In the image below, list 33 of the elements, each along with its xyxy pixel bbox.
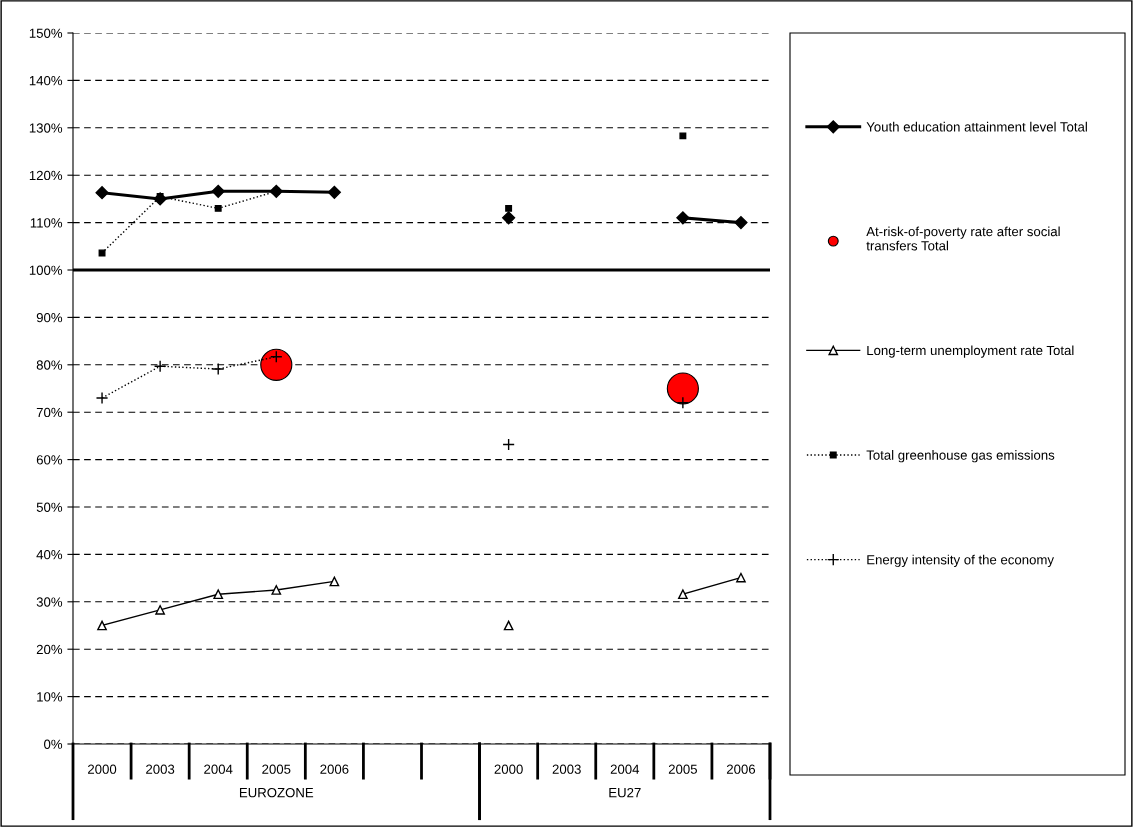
y-tick-label: 90% — [36, 312, 63, 323]
x-tick-label: 2005 — [262, 764, 291, 774]
x-tick-label: 2000 — [494, 764, 523, 774]
y-tick-label: 50% — [36, 502, 63, 512]
y-tick-label: 120% — [29, 170, 63, 181]
y-tick-label: 60% — [36, 455, 63, 465]
y-tick-label: 20% — [36, 644, 63, 655]
y-tick-label: 110% — [30, 218, 63, 228]
y-tick-label: 100% — [29, 265, 63, 275]
x-tick-label: 2005 — [668, 764, 697, 774]
y-tick-label: 150% — [29, 28, 63, 38]
y-tick-label: 140% — [29, 75, 63, 86]
y-tick-label: 70% — [36, 407, 63, 418]
y-tick-label: 10% — [37, 692, 63, 702]
text: EUROZONE — [239, 787, 314, 798]
x-tick-label: 2004 — [204, 764, 233, 774]
x-tick-label: 2006 — [726, 764, 756, 774]
x-tick-label: 2003 — [146, 764, 175, 774]
x-tick-label: 2006 — [320, 764, 349, 774]
y-tick-label: 40% — [36, 549, 63, 560]
y-tick-label: 30% — [36, 597, 63, 607]
legend-label: Total greenhouse gas emissions — [866, 450, 1055, 463]
y-tick-label: 0% — [44, 739, 63, 749]
y-tick-label: 80% — [36, 360, 63, 370]
x-tick-label: 2004 — [610, 764, 640, 774]
x-tick-label: 2000 — [88, 764, 117, 774]
text: EU27 — [609, 787, 641, 798]
legend-label: Long-term unemployment rate Total — [867, 345, 1074, 358]
x-tick-label: 2003 — [552, 764, 581, 774]
legend-label: Youth education attainment level Total — [866, 121, 1087, 132]
legend-label: Energy intensity of the economy — [867, 554, 1054, 568]
y-tick-label: 130% — [29, 123, 63, 133]
legend-label: At-risk-of-poverty rate after social transfers Total — [866, 226, 1060, 251]
